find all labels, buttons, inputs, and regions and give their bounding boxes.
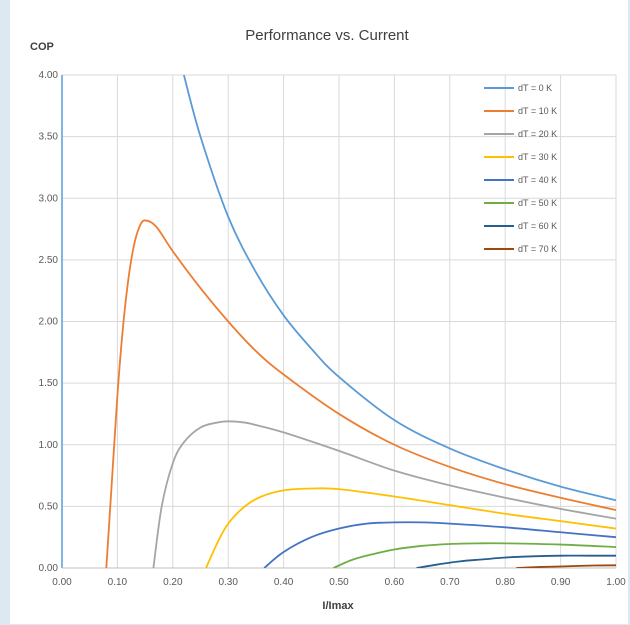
performance-chart: 0.00 0.10 0.20 0.30 0.40 0.50 0.60 0.70 0.80 0.90… xyxy=(30,27,627,612)
y-tick-label: 1.50 xyxy=(39,378,59,389)
x-tick-label: 0.60 xyxy=(385,577,405,588)
series-lines xyxy=(105,75,616,568)
y-tick-label: 0.50 xyxy=(39,501,59,512)
series-line-dt-70-k xyxy=(516,564,616,568)
x-tick-label: 0.90 xyxy=(551,577,571,588)
legend-label-dt-20-k: dT = 20 K xyxy=(518,129,557,139)
x-tick-label: 0.50 xyxy=(329,577,349,588)
legend-label-dt-0-k: dT = 0 K xyxy=(518,83,552,93)
x-tick-label: 0.70 xyxy=(440,577,460,588)
x-tick-label: 0.10 xyxy=(108,577,128,588)
x-axis-title: I/Imax xyxy=(322,600,354,612)
x-tick-label: 0.30 xyxy=(218,577,238,588)
x-tick-label: 0.20 xyxy=(163,577,183,588)
y-tick-label: 2.50 xyxy=(39,255,59,266)
y-tick-label: 3.50 xyxy=(39,132,59,143)
legend-label-dt-30-k: dT = 30 K xyxy=(518,152,557,162)
x-tick-label: 0.00 xyxy=(52,577,72,588)
series-line-dt-10-k xyxy=(105,219,616,568)
grid-lines xyxy=(62,74,617,568)
y-tick-label: 4.00 xyxy=(39,70,59,81)
tick-labels: 0.00 0.10 0.20 0.30 0.40 0.50 0.60 0.70 0.80 0.90… xyxy=(39,70,627,588)
x-tick-label: 1.00 xyxy=(606,577,626,588)
y-tick-label: 0.00 xyxy=(39,563,59,574)
series-line-dt-30-k xyxy=(205,487,616,568)
series-line-dt-40-k xyxy=(263,521,616,568)
series-line-dt-0-k xyxy=(183,75,616,502)
legend-label-dt-40-k: dT = 40 K xyxy=(518,175,557,185)
series-line-dt-50-k xyxy=(333,542,616,568)
legend: dT = 0 K dT = 10 K dT = 20 K dT = 30 K dT = … xyxy=(484,83,557,254)
legend-label-dt-10-k: dT = 10 K xyxy=(518,106,557,116)
y-tick-label: 2.00 xyxy=(39,317,59,328)
x-tick-label: 0.80 xyxy=(495,577,515,588)
y-tick-label: 1.00 xyxy=(39,440,59,451)
x-tick-label: 0.40 xyxy=(274,577,294,588)
legend-label-dt-60-k: dT = 60 K xyxy=(518,221,557,231)
series-line-dt-20-k xyxy=(152,420,616,568)
chart-card: 0.00 0.10 0.20 0.30 0.40 0.50 0.60 0.70 0.80 0.90… xyxy=(10,0,628,624)
series-line-dt-60-k xyxy=(416,554,616,568)
y-tick-label: 3.00 xyxy=(39,193,59,204)
chart-title: Performance vs. Current xyxy=(245,27,409,44)
legend-label-dt-50-k: dT = 50 K xyxy=(518,198,557,208)
y-axis-title: COP xyxy=(30,41,54,53)
legend-label-dt-70-k: dT = 70 K xyxy=(518,244,557,254)
